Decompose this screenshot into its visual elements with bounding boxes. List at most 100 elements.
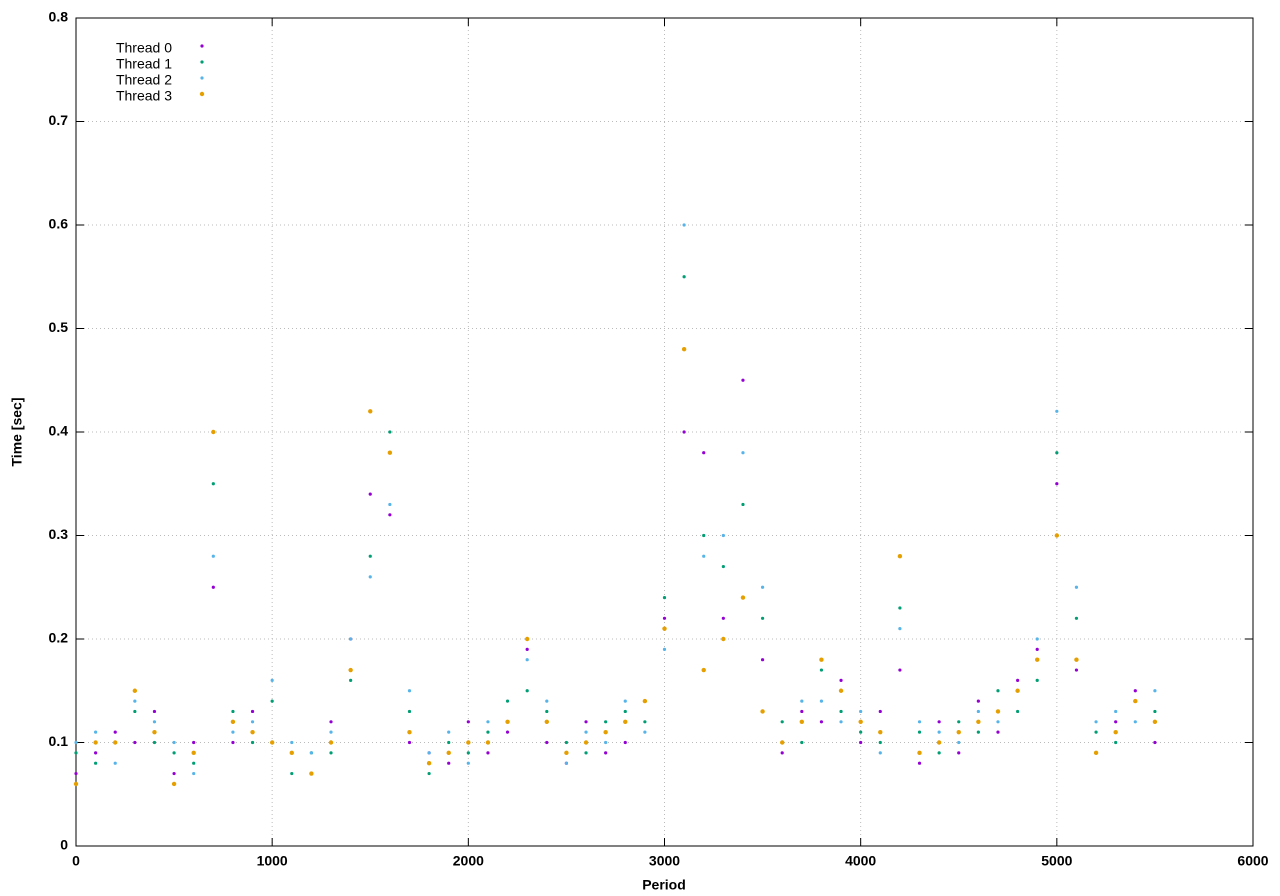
point bbox=[800, 709, 804, 714]
point bbox=[1015, 688, 1020, 693]
point bbox=[603, 729, 608, 735]
point bbox=[623, 740, 627, 745]
y-tick-label: 0 bbox=[60, 837, 68, 853]
point bbox=[447, 740, 451, 745]
point bbox=[662, 596, 667, 600]
point bbox=[583, 740, 589, 745]
point bbox=[290, 771, 294, 776]
point bbox=[113, 740, 118, 745]
point bbox=[544, 719, 549, 724]
point bbox=[780, 740, 785, 745]
point bbox=[1133, 698, 1138, 704]
point bbox=[73, 781, 79, 787]
point bbox=[368, 492, 372, 496]
point bbox=[780, 720, 784, 724]
legend-label: Thread 2 bbox=[116, 72, 172, 88]
x-tick-label: 0 bbox=[72, 853, 80, 869]
point bbox=[348, 667, 353, 673]
point bbox=[1055, 482, 1059, 486]
point bbox=[1114, 720, 1118, 724]
point bbox=[231, 740, 235, 745]
point bbox=[996, 720, 1000, 724]
point bbox=[838, 688, 844, 693]
point bbox=[447, 761, 451, 765]
point bbox=[564, 750, 569, 756]
point bbox=[898, 627, 902, 631]
point bbox=[211, 585, 215, 589]
point bbox=[1074, 668, 1079, 672]
point bbox=[760, 709, 765, 714]
point bbox=[721, 636, 726, 642]
point bbox=[368, 554, 372, 558]
point bbox=[819, 699, 824, 703]
point bbox=[564, 740, 569, 745]
point bbox=[505, 719, 510, 724]
point bbox=[976, 719, 981, 724]
point bbox=[231, 730, 235, 734]
point bbox=[407, 709, 412, 714]
point bbox=[446, 750, 451, 756]
point bbox=[584, 720, 588, 724]
x-tick-label: 4000 bbox=[845, 853, 876, 869]
point bbox=[545, 740, 549, 745]
point bbox=[878, 751, 882, 755]
y-tick-label: 0.8 bbox=[49, 9, 69, 25]
point bbox=[447, 730, 451, 734]
point bbox=[859, 709, 863, 714]
y-tick-label: 0.7 bbox=[49, 112, 69, 128]
point bbox=[741, 378, 745, 382]
point bbox=[192, 740, 196, 745]
point bbox=[466, 761, 470, 765]
point bbox=[172, 771, 176, 776]
point bbox=[604, 751, 608, 755]
point bbox=[936, 740, 942, 745]
point bbox=[289, 750, 294, 756]
point bbox=[839, 720, 843, 724]
point bbox=[957, 740, 961, 745]
point bbox=[388, 502, 392, 507]
point bbox=[290, 740, 294, 745]
point bbox=[407, 689, 412, 693]
y-tick-label: 0.4 bbox=[49, 423, 69, 439]
point bbox=[898, 606, 902, 610]
point bbox=[623, 699, 627, 703]
point bbox=[878, 729, 883, 735]
point bbox=[1152, 719, 1158, 724]
point bbox=[1133, 720, 1137, 724]
point bbox=[171, 781, 177, 787]
point bbox=[172, 740, 176, 745]
x-tick-label: 2000 bbox=[453, 853, 484, 869]
x-axis-label: Period bbox=[642, 877, 686, 893]
legend-marker bbox=[200, 76, 204, 80]
point bbox=[133, 699, 137, 703]
point bbox=[878, 709, 882, 714]
point bbox=[152, 740, 157, 745]
point bbox=[740, 595, 746, 600]
point bbox=[94, 751, 98, 755]
point bbox=[230, 719, 236, 724]
point bbox=[800, 740, 804, 745]
point bbox=[133, 709, 137, 714]
point bbox=[368, 575, 372, 579]
point bbox=[839, 678, 843, 683]
point bbox=[407, 740, 412, 745]
point bbox=[859, 740, 863, 745]
point bbox=[780, 751, 784, 755]
point bbox=[349, 637, 353, 641]
point bbox=[702, 554, 706, 558]
point bbox=[643, 730, 647, 734]
point bbox=[525, 658, 529, 662]
point bbox=[250, 729, 255, 735]
point bbox=[996, 689, 1000, 693]
point bbox=[172, 751, 176, 755]
point bbox=[623, 709, 627, 714]
point bbox=[741, 502, 745, 507]
point bbox=[1094, 730, 1098, 734]
point bbox=[957, 751, 961, 755]
point bbox=[642, 698, 648, 704]
point bbox=[94, 730, 98, 734]
point bbox=[250, 709, 255, 714]
point bbox=[760, 616, 765, 620]
point bbox=[525, 647, 529, 651]
